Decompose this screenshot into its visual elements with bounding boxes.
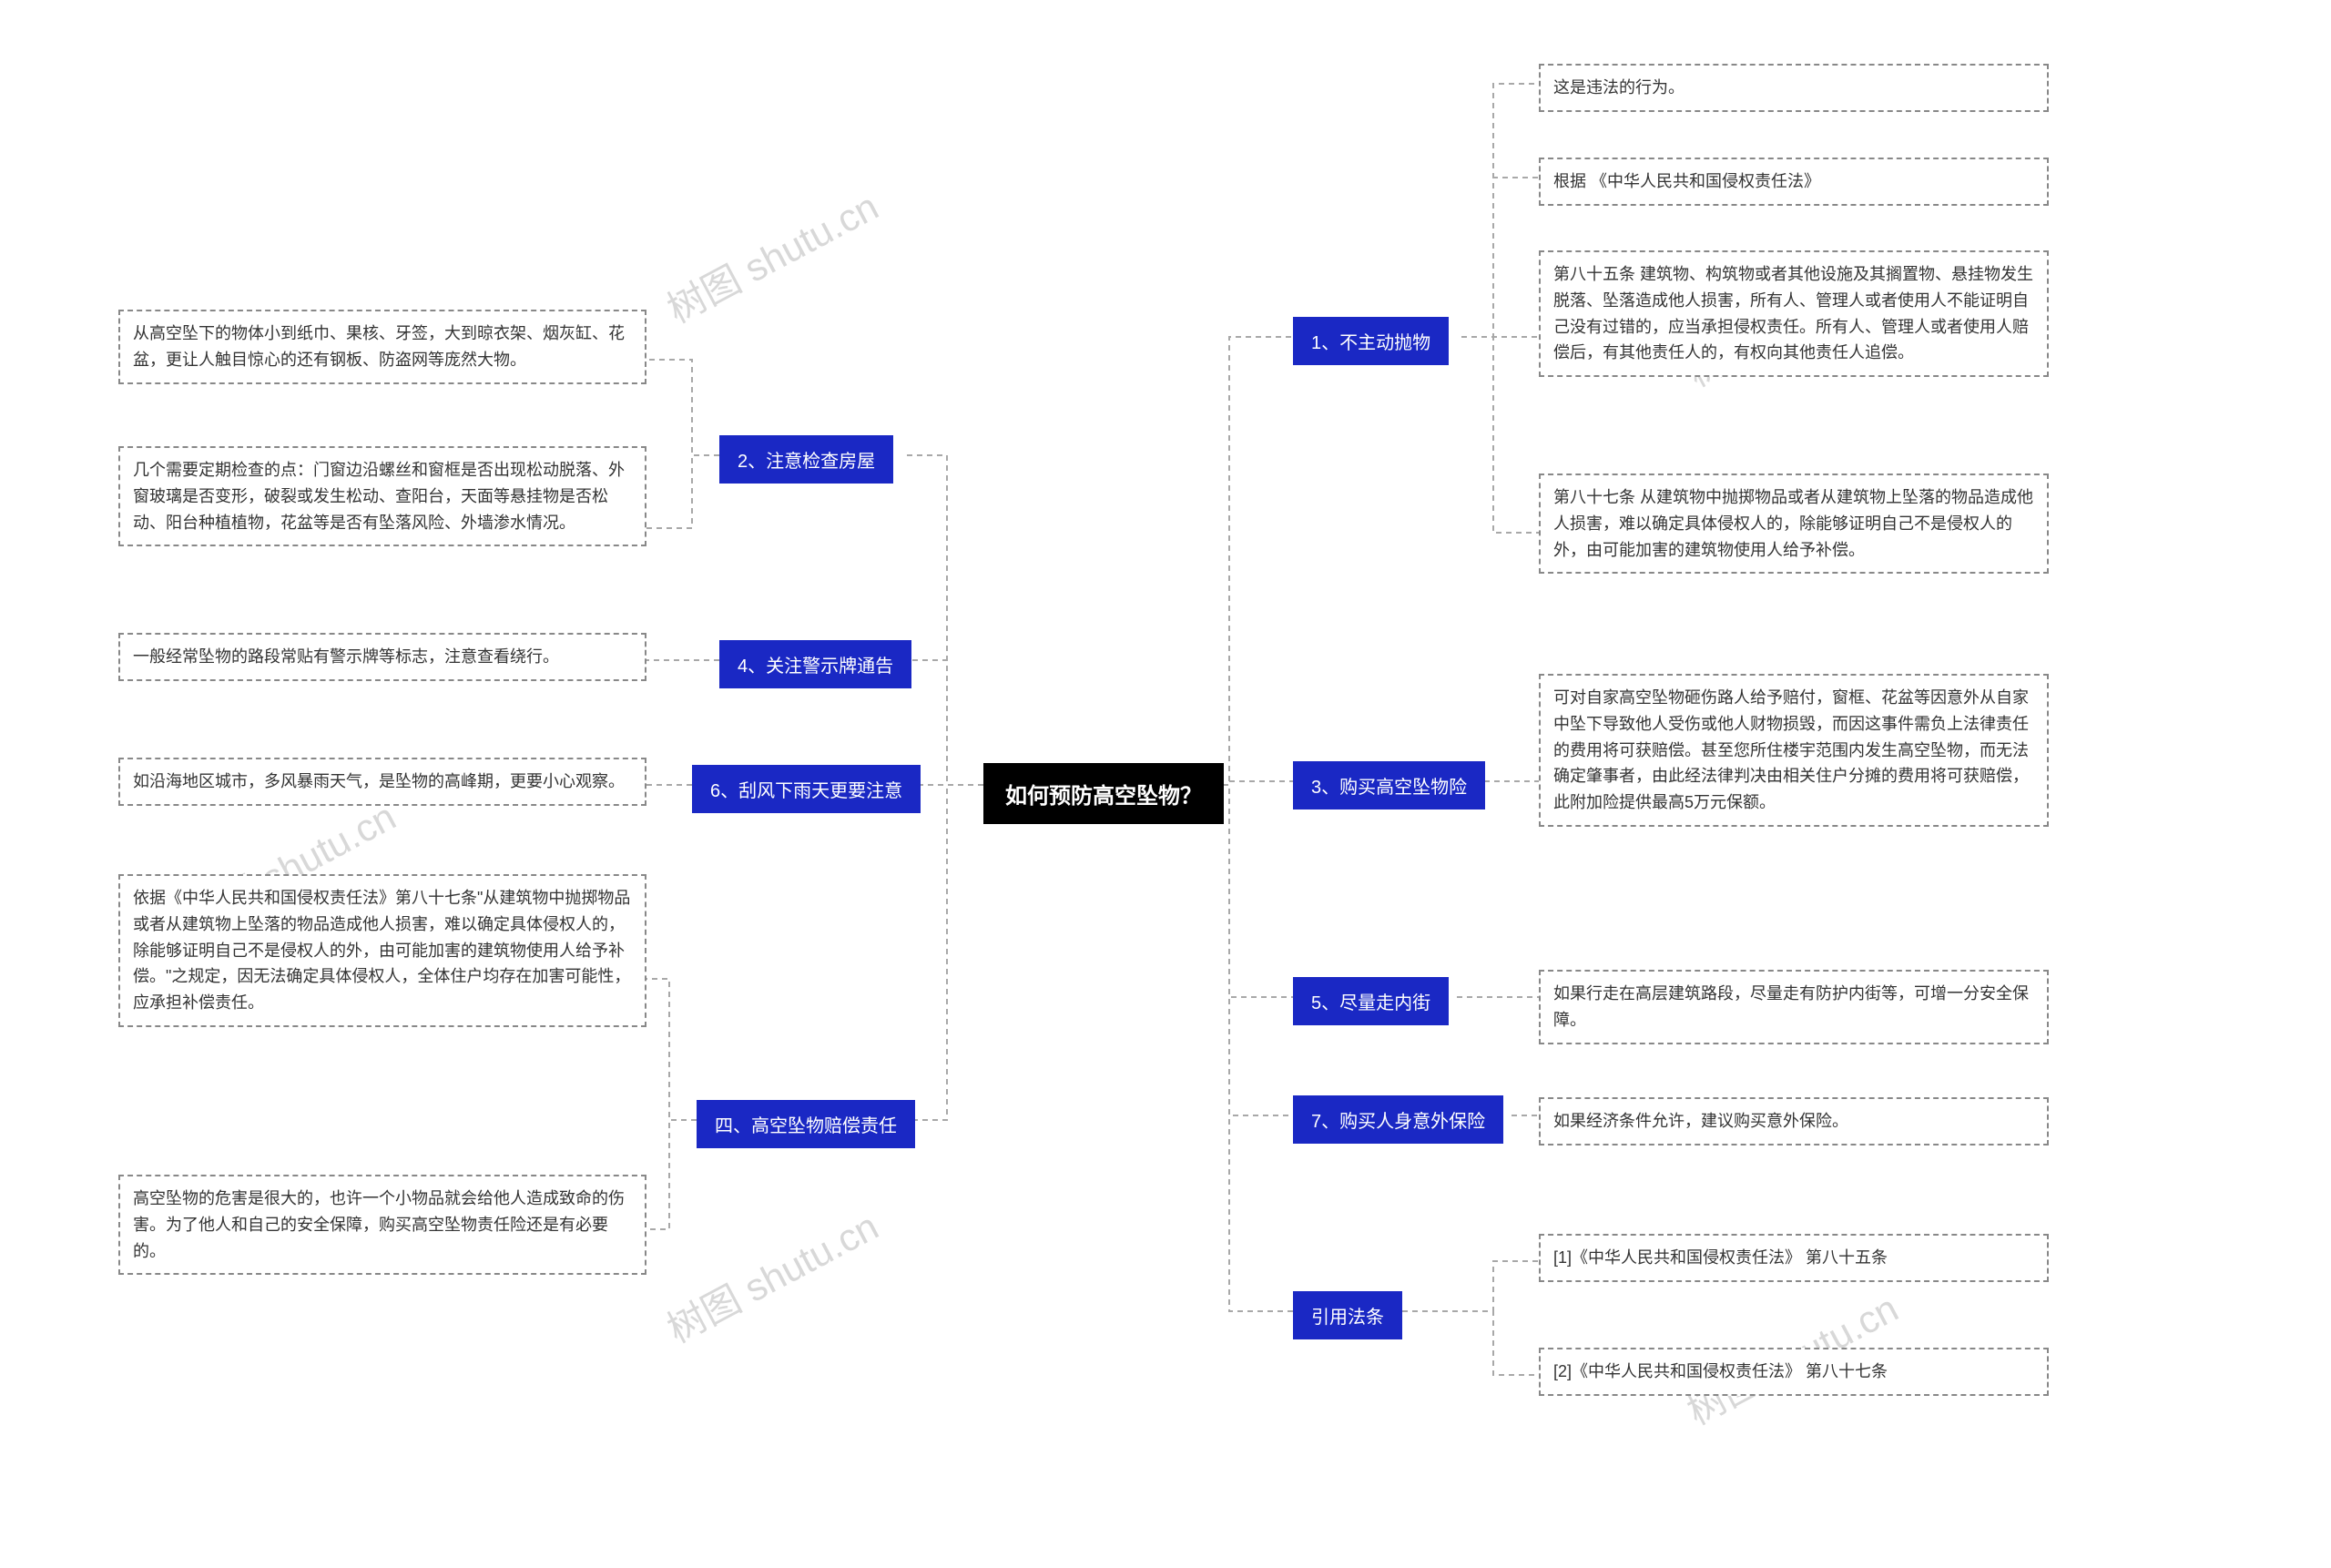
- branch-1-detail-0: 这是违法的行为。: [1539, 64, 2049, 112]
- branch-2: 2、注意检查房屋: [719, 435, 893, 484]
- branch-4: 4、关注警示牌通告: [719, 640, 911, 688]
- branch-4-detail-0: 一般经常坠物的路段常贴有警示牌等标志，注意查看绕行。: [118, 633, 646, 681]
- branch-1-detail-1: 根据 《中华人民共和国侵权责任法》: [1539, 158, 2049, 206]
- center-node: 如何预防高空坠物？: [983, 763, 1224, 824]
- branch-3-detail-0: 可对自家高空坠物砸伤路人给予赔付，窗框、花盆等因意外从自家中坠下导致他人受伤或他…: [1539, 674, 2049, 827]
- branch-2-detail-0: 从高空坠下的物体小到纸巾、果核、牙签，大到晾衣架、烟灰缸、花盆，更让人触目惊心的…: [118, 310, 646, 384]
- branch-2-detail-1: 几个需要定期检查的点：门窗边沿螺丝和窗框是否出现松动脱落、外窗玻璃是否变形，破裂…: [118, 446, 646, 546]
- branch-ref: 引用法条: [1293, 1291, 1402, 1339]
- branch-5: 5、尽量走内街: [1293, 977, 1449, 1025]
- branch-7-detail-0: 如果经济条件允许，建议购买意外保险。: [1539, 1097, 2049, 1145]
- branch-6: 6、刮风下雨天更要注意: [692, 765, 921, 813]
- branch-3: 3、购买高空坠物险: [1293, 761, 1485, 809]
- branch-1-detail-3: 第八十七条 从建筑物中抛掷物品或者从建筑物上坠落的物品造成他人损害，难以确定具体…: [1539, 473, 2049, 574]
- branch-1-detail-2: 第八十五条 建筑物、构筑物或者其他设施及其搁置物、悬挂物发生脱落、坠落造成他人损…: [1539, 250, 2049, 377]
- branch-ref-detail-1: [2]《中华人民共和国侵权责任法》 第八十七条: [1539, 1348, 2049, 1396]
- branch-si: 四、高空坠物赔偿责任: [697, 1100, 915, 1148]
- branch-si-detail-1: 高空坠物的危害是很大的，也许一个小物品就会给他人造成致命的伤害。为了他人和自己的…: [118, 1175, 646, 1275]
- branch-1: 1、不主动抛物: [1293, 317, 1449, 365]
- branch-6-detail-0: 如沿海地区城市，多风暴雨天气，是坠物的高峰期，更要小心观察。: [118, 758, 646, 806]
- branch-ref-detail-0: [1]《中华人民共和国侵权责任法》 第八十五条: [1539, 1234, 2049, 1282]
- branch-5-detail-0: 如果行走在高层建筑路段，尽量走有防护内街等，可增一分安全保障。: [1539, 970, 2049, 1044]
- branch-si-detail-0: 依据《中华人民共和国侵权责任法》第八十七条"从建筑物中抛掷物品或者从建筑物上坠落…: [118, 874, 646, 1027]
- watermark: 树图 shutu.cn: [657, 177, 887, 334]
- branch-7: 7、购买人身意外保险: [1293, 1095, 1503, 1144]
- watermark: 树图 shutu.cn: [657, 1196, 887, 1354]
